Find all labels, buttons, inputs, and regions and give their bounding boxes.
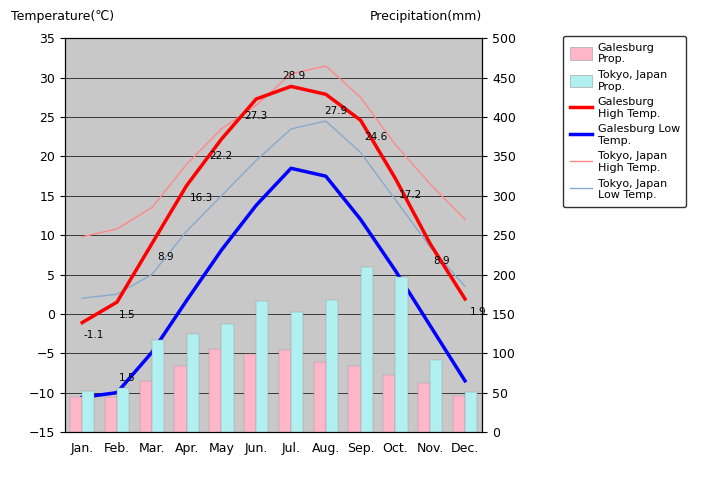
Bar [314, 362, 325, 432]
Text: 8.9: 8.9 [157, 252, 174, 262]
Text: 28.9: 28.9 [282, 71, 305, 81]
Bar [70, 397, 82, 432]
Bar [174, 366, 186, 432]
Bar [361, 267, 373, 432]
Bar [222, 324, 233, 432]
Text: 1.5: 1.5 [119, 310, 135, 320]
Bar [210, 349, 221, 432]
Bar [453, 396, 465, 432]
Text: 22.2: 22.2 [210, 151, 233, 161]
Bar [256, 300, 269, 432]
Text: Temperature(℃): Temperature(℃) [11, 10, 114, 23]
Bar [82, 391, 94, 432]
Text: 27.3: 27.3 [244, 111, 267, 120]
Text: 1.5: 1.5 [119, 373, 135, 383]
Bar [431, 360, 442, 432]
Bar [186, 335, 199, 432]
Legend: Galesburg
Prop., Tokyo, Japan
Prop., Galesburg
High Temp., Galesburg Low
Temp., : Galesburg Prop., Tokyo, Japan Prop., Gal… [563, 36, 686, 207]
Text: Precipitation(mm): Precipitation(mm) [370, 10, 482, 23]
Bar [140, 381, 152, 432]
Bar [291, 312, 303, 432]
Text: -1.1: -1.1 [84, 330, 104, 340]
Bar [105, 397, 117, 432]
Bar [117, 388, 129, 432]
Text: 27.9: 27.9 [324, 106, 347, 116]
Bar [279, 350, 291, 432]
Bar [418, 383, 430, 432]
Bar [244, 354, 256, 432]
Bar [152, 340, 164, 432]
Bar [325, 300, 338, 432]
Bar [395, 277, 408, 432]
Text: 16.3: 16.3 [190, 193, 213, 204]
Bar [383, 375, 395, 432]
Bar [348, 366, 361, 432]
Bar [465, 392, 477, 432]
Text: 1.9: 1.9 [470, 307, 487, 317]
Text: 8.9: 8.9 [433, 255, 450, 265]
Text: 24.6: 24.6 [364, 132, 387, 142]
Text: 17.2: 17.2 [399, 190, 422, 200]
